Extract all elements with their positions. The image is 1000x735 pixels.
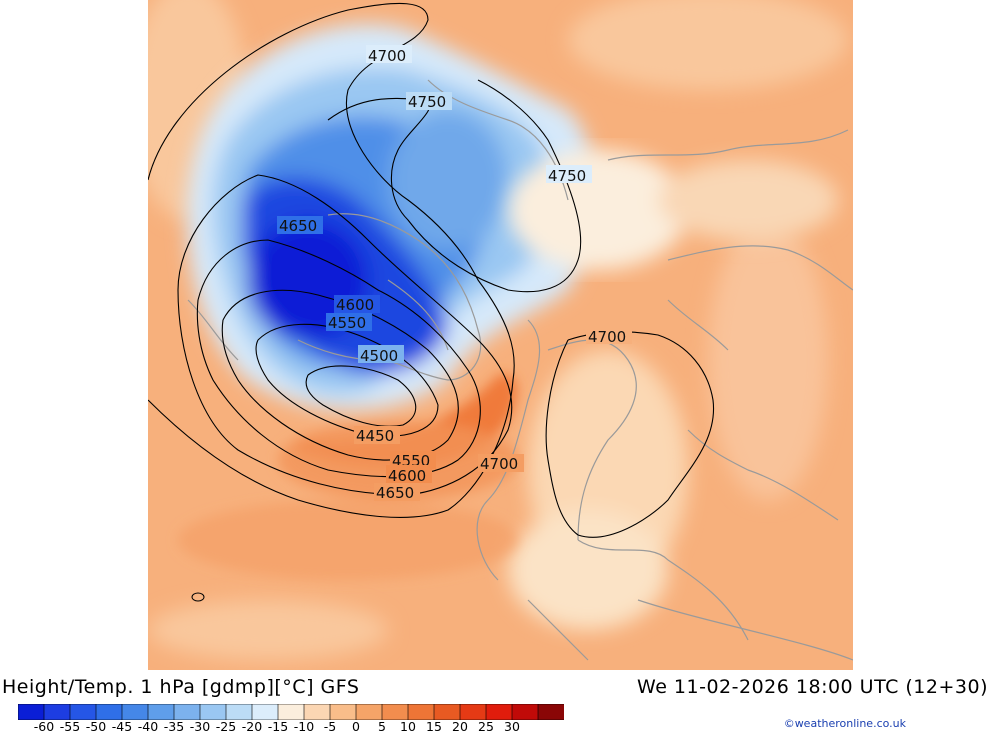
chart-title: Height/Temp. 1 hPa [gdmp][°C] GFS xyxy=(2,676,360,698)
color-scale-swatch xyxy=(225,704,253,720)
color-scale-bar xyxy=(18,704,564,720)
color-scale-swatch xyxy=(537,704,564,720)
color-scale-tick: -30 xyxy=(189,719,211,734)
contour-label-4450: 4450 xyxy=(356,427,394,445)
color-scale-swatch xyxy=(147,704,175,720)
color-scale-tick: 15 xyxy=(426,719,442,734)
contour-small-closed xyxy=(191,592,205,602)
color-scale-tick: 20 xyxy=(452,719,468,734)
contour-label-4700-north: 4700 xyxy=(368,47,406,65)
color-scale-swatch xyxy=(18,704,45,720)
contour-4700-west xyxy=(148,2,515,518)
color-scale-tick: -25 xyxy=(215,719,237,734)
color-scale-swatch xyxy=(303,704,331,720)
valid-datetime: We 11-02-2026 18:00 UTC (12+30) xyxy=(637,676,988,698)
color-scale-swatch xyxy=(381,704,409,720)
color-scale-tick: -15 xyxy=(267,719,289,734)
credit-link[interactable]: ©weatheronline.co.uk xyxy=(783,717,906,730)
contour-label-4750-north: 4750 xyxy=(408,93,446,111)
color-scale-swatch xyxy=(121,704,149,720)
color-scale-tick: 0 xyxy=(352,719,360,734)
contour-label-4550-upper: 4550 xyxy=(328,314,366,332)
color-scale-swatch xyxy=(511,704,539,720)
color-scale-tick: 10 xyxy=(400,719,416,734)
color-scale-tick: 5 xyxy=(378,719,386,734)
contour-labels: 4700 4750 4750 4650 4600 4550 4500 4450 … xyxy=(277,45,632,502)
color-scale-swatch xyxy=(199,704,227,720)
color-scale-tick: -50 xyxy=(85,719,107,734)
contour-label-4650-upper: 4650 xyxy=(279,217,317,235)
contour-label-4600-lower: 4600 xyxy=(388,467,426,485)
color-scale-tick: -10 xyxy=(293,719,315,734)
color-scale-swatch xyxy=(329,704,357,720)
color-scale-swatch xyxy=(355,704,383,720)
contour-4450 xyxy=(305,365,417,427)
color-scale-swatch xyxy=(43,704,71,720)
weather-map: 4700 4750 4750 4650 4600 4550 4500 4450 … xyxy=(148,0,853,670)
color-scale-tick: -40 xyxy=(137,719,159,734)
color-scale-tick: 25 xyxy=(478,719,494,734)
contour-label-4750-east: 4750 xyxy=(548,167,586,185)
color-scale-tick: 30 xyxy=(504,719,520,734)
contour-4650 xyxy=(177,174,513,496)
contour-label-4700-lower: 4700 xyxy=(480,455,518,473)
contour-4700-east xyxy=(545,331,715,538)
contour-label-4600-upper: 4600 xyxy=(336,296,374,314)
contour-label-4500: 4500 xyxy=(360,347,398,365)
color-scale-swatch xyxy=(459,704,487,720)
color-scale-tick: -5 xyxy=(323,719,337,734)
color-scale-tick: -20 xyxy=(241,719,263,734)
color-scale-tick: -35 xyxy=(163,719,185,734)
color-scale-swatch xyxy=(277,704,305,720)
color-scale-labels: -60 -55 -50 -45 -40 -35 -30 -25 -20 -15 -10 -5 0 5 10 1… xyxy=(0,719,600,735)
color-scale-tick: -60 xyxy=(33,719,55,734)
color-scale-swatch xyxy=(407,704,435,720)
color-scale-tick: -55 xyxy=(59,719,81,734)
color-scale-swatch xyxy=(485,704,513,720)
contour-label-4650-lower: 4650 xyxy=(376,484,414,502)
color-scale-swatch xyxy=(69,704,97,720)
color-scale-swatch xyxy=(95,704,123,720)
color-scale-swatch xyxy=(173,704,201,720)
color-scale-tick: -45 xyxy=(111,719,133,734)
contour-label-4700-east: 4700 xyxy=(588,328,626,346)
color-scale-swatch xyxy=(251,704,279,720)
height-contours xyxy=(148,2,715,538)
contour-4600 xyxy=(196,239,481,478)
color-scale-swatch xyxy=(433,704,461,720)
contour-4550 xyxy=(221,289,459,461)
